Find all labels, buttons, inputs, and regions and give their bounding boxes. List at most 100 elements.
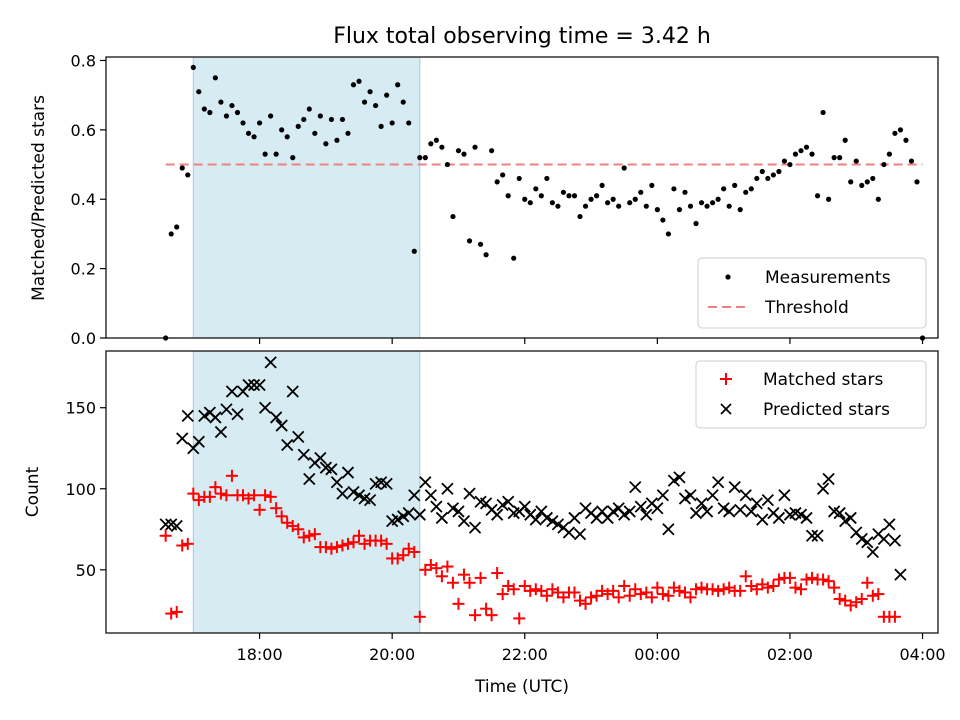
matched-star-point [623, 589, 636, 602]
measurement-point [754, 175, 760, 182]
predicted-star-point [822, 472, 835, 486]
predicted-star-point [347, 485, 360, 499]
measurement-point [461, 151, 467, 157]
matched-star-point [568, 586, 581, 599]
measurement-point [809, 151, 815, 157]
matched-star-point [734, 584, 747, 597]
measurement-point [814, 193, 821, 199]
measurement-point [853, 158, 859, 164]
bottom-x-ticks: 18:00 20:00 22:00 00:00 02:00 04:00 [237, 633, 946, 664]
predicted-star-point [805, 529, 819, 542]
matched-star-point [866, 589, 879, 602]
predicted-star-point [656, 489, 670, 502]
matched-star-point [491, 567, 504, 580]
matched-star-point [607, 584, 620, 597]
measurement-point [566, 193, 572, 199]
predicted-star-point [734, 503, 747, 516]
predicted-star-point [700, 505, 714, 518]
measurement-point [295, 123, 301, 129]
measurement-point [698, 200, 705, 206]
legend-label-threshold: Threshold [764, 298, 849, 318]
measurement-point [743, 189, 749, 195]
predicted-star-point [629, 481, 642, 494]
legend-label-matched: Matched stars [763, 370, 883, 390]
top-y-axis-label: Matched/Predicted stars [29, 95, 49, 301]
matched-star-point [833, 592, 846, 605]
measurement-point [527, 200, 533, 206]
measurement-point [748, 186, 754, 192]
measurement-point [384, 92, 390, 98]
matched-star-point [452, 597, 465, 610]
measurement-point [212, 75, 218, 81]
measurement-point [372, 102, 379, 109]
predicted-star-point [634, 500, 647, 513]
x-tick-label: 22:00 [502, 645, 548, 664]
bottom-axes-frame [105, 350, 939, 634]
legend-marker-matched [720, 373, 732, 385]
measurement-point [185, 172, 191, 178]
matched-star-point [507, 583, 520, 596]
measurement-point [417, 155, 423, 161]
matched-star-point [159, 529, 172, 542]
matched-star-point [353, 529, 366, 542]
matched-star-point [435, 570, 448, 583]
matched-star-point [176, 539, 189, 552]
measurement-point [538, 193, 544, 199]
measurement-point [571, 193, 578, 199]
matched-star-point [612, 591, 625, 604]
measurement-point [826, 196, 832, 202]
predicted-star-point [651, 502, 664, 515]
measurement-point [627, 200, 633, 206]
measurement-point [665, 231, 672, 237]
measurement-point [638, 189, 644, 195]
predicted-star-point [551, 518, 565, 531]
measurement-point [218, 99, 224, 105]
matched-star-point [645, 591, 658, 604]
matched-star-point [325, 542, 338, 555]
matched-star-point [170, 605, 183, 618]
measurement-point [356, 78, 362, 84]
matched-star-point [828, 581, 841, 594]
top-shaded-span [192, 56, 421, 339]
measurement-point [599, 182, 605, 188]
matched-star-point [297, 531, 310, 544]
predicted-star-point [673, 471, 686, 484]
predicted-star-point [352, 489, 366, 502]
bottom-y-axis-label: Count [23, 466, 43, 517]
measurement-point [240, 120, 246, 126]
measurement-point [477, 241, 484, 247]
matched-star-point [585, 591, 598, 604]
matched-star-point [330, 541, 343, 554]
predicted-star-point [502, 495, 515, 508]
matched-star-point [441, 560, 454, 573]
predicted-star-point [159, 518, 172, 531]
legend-label-measurements: Measurements [765, 268, 891, 288]
predicted-star-point [756, 513, 769, 526]
measurement-point [505, 193, 511, 199]
matched-star-point [303, 529, 316, 542]
measurement-point [472, 144, 478, 150]
measurement-point [864, 179, 870, 185]
measurement-point [489, 148, 495, 154]
measurement-point [914, 179, 920, 185]
top-y-tick-label: 0.6 [71, 121, 96, 140]
measurement-point [500, 172, 506, 178]
matched-star-point [540, 589, 553, 602]
predicted-star-point [844, 511, 857, 525]
measurement-point [555, 203, 561, 209]
predicted-star-point [496, 498, 509, 512]
predicted-star-point [689, 506, 703, 520]
matched-star-point [457, 568, 470, 581]
legend-marker-measurements [725, 274, 731, 280]
predicted-star-point [214, 425, 228, 439]
measurement-point [450, 213, 456, 220]
legend-label-predicted: Predicted stars [763, 400, 890, 420]
predicted-star-point [745, 505, 758, 518]
predicted-star-point [728, 481, 741, 494]
matched-star-point [270, 502, 283, 515]
measurement-point [787, 161, 793, 168]
measurement-point [400, 99, 406, 105]
measurement-point [229, 102, 235, 109]
predicted-star-point [866, 545, 879, 559]
